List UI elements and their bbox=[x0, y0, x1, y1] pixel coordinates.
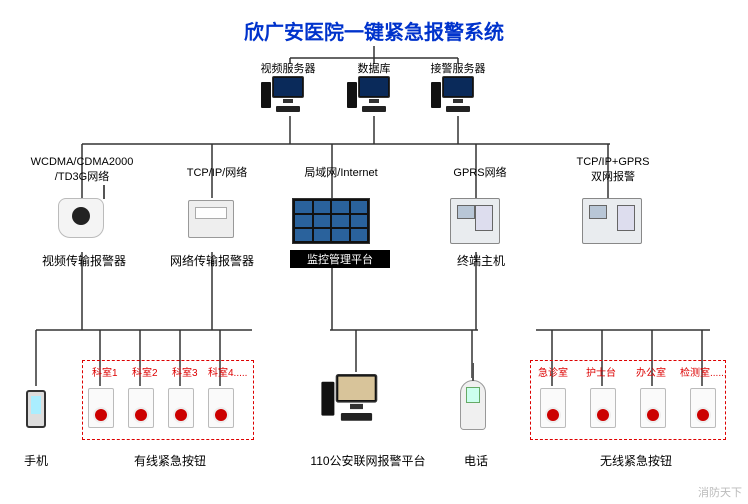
mobile-phone-icon bbox=[26, 390, 46, 428]
room-right-3: 办公室 bbox=[636, 364, 666, 379]
server-alarm-label: 接警服务器 bbox=[418, 60, 498, 76]
room-left-3: 科室3 bbox=[172, 364, 198, 379]
monitor-wall-icon bbox=[292, 198, 370, 244]
label-police-platform: 110公安联网报警平台 bbox=[288, 452, 448, 469]
label-wired-buttons: 有线紧急按钮 bbox=[110, 452, 230, 469]
label-monitor-platform: 监控管理平台 bbox=[290, 250, 390, 268]
server-db: 数据库 bbox=[334, 60, 414, 121]
pc-icon bbox=[349, 76, 399, 116]
system-title: 欣广安医院一键紧急报警系统 bbox=[0, 16, 748, 45]
label-net-alarm: 网络传输报警器 bbox=[162, 252, 262, 269]
server-video: 视频服务器 bbox=[248, 60, 328, 121]
server-video-label: 视频服务器 bbox=[248, 60, 328, 76]
label-telephone: 电话 bbox=[456, 452, 496, 469]
net-label-lan: 局域网/Internet bbox=[286, 164, 396, 180]
network-box-icon bbox=[188, 200, 234, 238]
title-text: 欣广安医院一键紧急报警系统 bbox=[244, 22, 504, 44]
room-right-4: 检测室...... bbox=[680, 364, 727, 379]
room-left-1: 科室1 bbox=[92, 364, 118, 379]
wired-button-4-icon bbox=[208, 388, 234, 428]
net-label-wcdma: WCDMA/CDMA2000 /TD3G网络 bbox=[22, 156, 142, 184]
label-wireless-buttons: 无线紧急按钮 bbox=[576, 452, 696, 469]
wireless-button-1-icon bbox=[540, 388, 566, 428]
room-right-1: 急诊室 bbox=[538, 364, 568, 379]
label-terminal-host: 终端主机 bbox=[446, 252, 516, 269]
room-left-2: 科室2 bbox=[132, 364, 158, 379]
server-db-label: 数据库 bbox=[334, 60, 414, 76]
watermark-text: 消防天下 bbox=[698, 484, 742, 500]
wireless-button-2-icon bbox=[590, 388, 616, 428]
pc-icon bbox=[263, 76, 313, 116]
label-video-alarm: 视频传输报警器 bbox=[34, 252, 134, 269]
net-label-gprs: GPRS网络 bbox=[440, 164, 520, 180]
terminal-panel-icon bbox=[450, 198, 500, 244]
police-platform-icon bbox=[324, 374, 374, 419]
room-left-4: 科室4..... bbox=[208, 364, 247, 379]
net-label-dual: TCP/IP+GPRS 双网报警 bbox=[558, 156, 668, 184]
wired-button-1-icon bbox=[88, 388, 114, 428]
wired-button-2-icon bbox=[128, 388, 154, 428]
label-mobile: 手机 bbox=[16, 452, 56, 469]
pc-icon bbox=[433, 76, 483, 116]
camera-icon bbox=[58, 198, 104, 238]
wireless-button-3-icon bbox=[640, 388, 666, 428]
dual-panel-icon bbox=[582, 198, 642, 244]
telephone-icon bbox=[460, 380, 486, 430]
wireless-button-4-icon bbox=[690, 388, 716, 428]
room-right-2: 护士台 bbox=[586, 364, 616, 379]
server-alarm: 接警服务器 bbox=[418, 60, 498, 121]
wired-button-3-icon bbox=[168, 388, 194, 428]
net-label-tcpip: TCP/IP/网络 bbox=[172, 164, 262, 180]
